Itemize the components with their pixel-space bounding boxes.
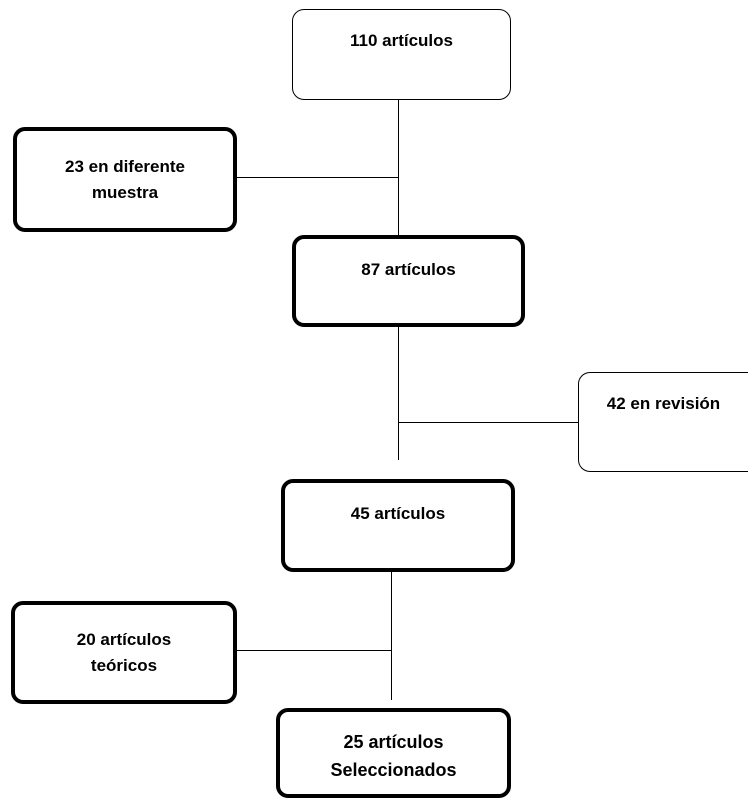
box-42-en-revision-label: 42 en revisión — [606, 394, 721, 413]
connector-excluded-diferente-muestra — [236, 177, 399, 178]
box-110-articulos: 110 artículos — [292, 9, 511, 100]
box-110-articulos-label: 110 artículos — [349, 31, 453, 50]
box-45-articulos-label: 45 artículos — [350, 504, 446, 523]
connector-110-to-87 — [398, 99, 399, 235]
box-87-articulos: 87 artículos — [292, 235, 525, 327]
box-23-diferente-muestra: 23 en diferente muestra — [13, 127, 237, 232]
box-20-articulos-teoricos: 20 artículos teóricos — [11, 601, 237, 704]
box-25-articulos-seleccionados-label: 25 artículos Seleccionados — [330, 732, 457, 780]
connector-excluded-en-revision — [398, 422, 579, 423]
box-20-articulos-teoricos-label: 20 artículos teóricos — [76, 629, 172, 675]
connector-87-to-45 — [398, 325, 399, 460]
box-45-articulos: 45 artículos — [281, 479, 515, 572]
box-42-en-revision: 42 en revisión — [578, 372, 748, 472]
box-25-articulos-seleccionados: 25 artículos Seleccionados — [276, 708, 511, 798]
box-87-articulos-label: 87 artículos — [361, 260, 456, 279]
box-23-diferente-muestra-label: 23 en diferente muestra — [65, 156, 185, 202]
connector-45-to-25 — [391, 570, 392, 700]
connector-excluded-teoricos — [236, 650, 392, 651]
